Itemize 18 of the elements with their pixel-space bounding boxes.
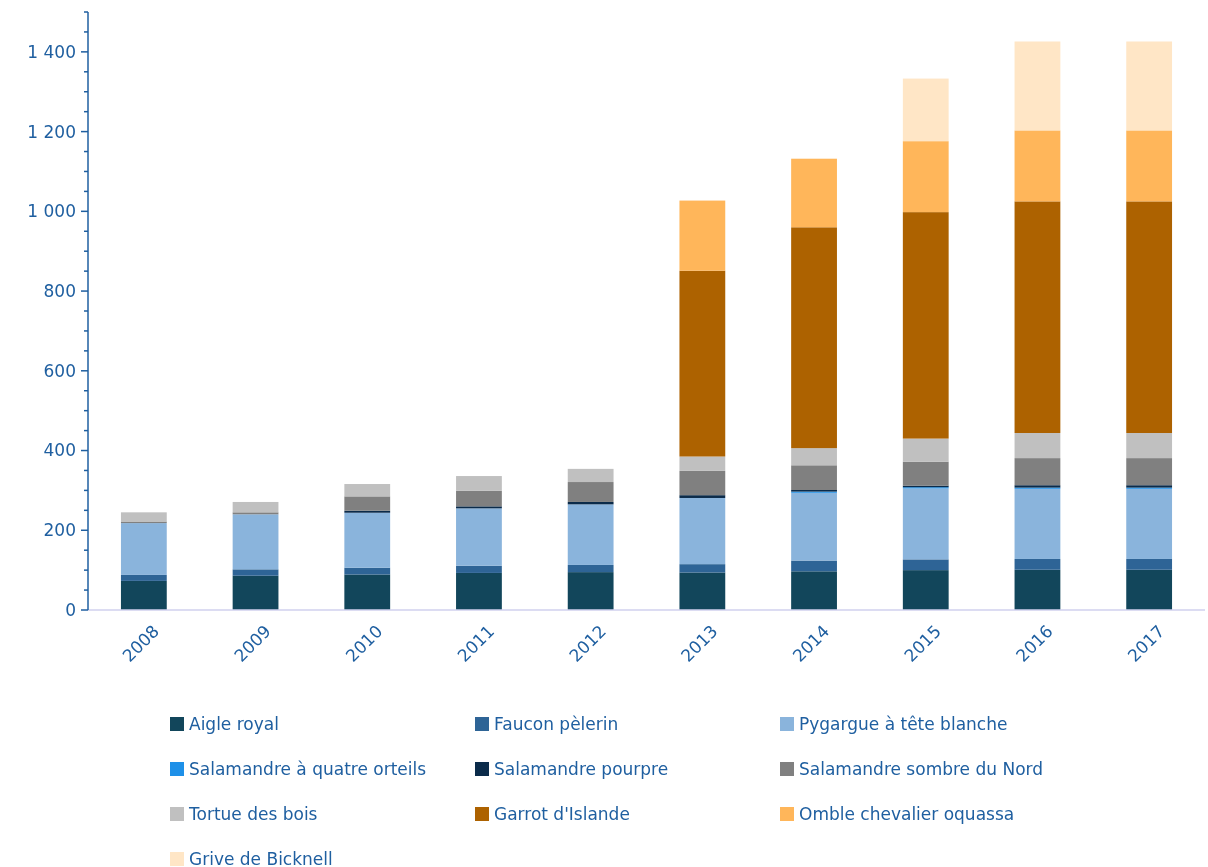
y-tick-label: 600 bbox=[43, 360, 76, 381]
legend-label: Salamandre pourpre bbox=[494, 758, 669, 779]
legend-label: Grive de Bicknell bbox=[189, 848, 333, 867]
legend-label: Salamandre sombre du Nord bbox=[799, 758, 1044, 779]
y-tick-label: 200 bbox=[43, 520, 76, 541]
legend-label: Salamandre à quatre orteils bbox=[189, 758, 427, 779]
legend-label: Aigle royal bbox=[189, 713, 279, 734]
y-tick-label: 1 400 bbox=[27, 41, 76, 62]
legend-label: Tortue des bois bbox=[188, 803, 318, 824]
y-tick-label: 400 bbox=[43, 440, 76, 461]
y-tick-label: 1 000 bbox=[27, 201, 76, 222]
legend-label: Garrot d'Islande bbox=[494, 803, 630, 824]
legend-label: Omble chevalier oquassa bbox=[799, 803, 1015, 824]
legend-label: Faucon pèlerin bbox=[494, 713, 619, 734]
legend-label: Pygargue à tête blanche bbox=[799, 713, 1008, 734]
y-tick-label: 0 bbox=[65, 599, 76, 620]
y-tick-label: 800 bbox=[43, 281, 76, 302]
y-tick-label: 1 200 bbox=[27, 121, 76, 142]
